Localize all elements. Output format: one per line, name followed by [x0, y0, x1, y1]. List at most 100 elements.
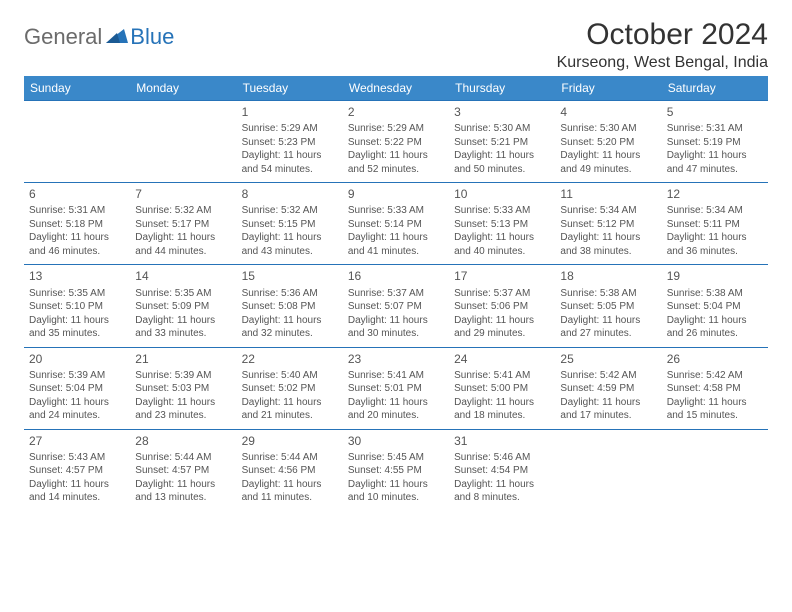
day-number: 31	[454, 433, 550, 449]
day-number: 14	[135, 268, 231, 284]
weekday-header: Monday	[130, 76, 236, 101]
calendar-cell: 12Sunrise: 5:34 AMSunset: 5:11 PMDayligh…	[662, 183, 768, 265]
day-number: 13	[29, 268, 125, 284]
day-number: 16	[348, 268, 444, 284]
day-info: Sunrise: 5:33 AMSunset: 5:14 PMDaylight:…	[348, 204, 444, 258]
day-info: Sunrise: 5:38 AMSunset: 5:05 PMDaylight:…	[560, 287, 656, 341]
calendar-cell: 27 Sunrise: 5:43 AMSunset: 4:57 PMDayligh…	[24, 429, 130, 511]
calendar-cell-empty	[662, 429, 768, 511]
calendar-cell: 26 Sunrise: 5:42 AMSunset: 4:58 PMDayligh…	[662, 347, 768, 429]
calendar-cell: 2Sunrise: 5:29 AMSunset: 5:22 PMDaylight…	[343, 101, 449, 183]
day-info: Sunrise: 5:29 AMSunset: 5:23 PMDaylight:…	[242, 122, 338, 176]
day-number: 4	[560, 104, 656, 120]
calendar-cell: 17Sunrise: 5:37 AMSunset: 5:06 PMDayligh…	[449, 265, 555, 347]
day-number: 3	[454, 104, 550, 120]
calendar-cell: 21Sunrise: 5:39 AMSunset: 5:03 PMDayligh…	[130, 347, 236, 429]
calendar-cell: 30 Sunrise: 5:45 AMSunset: 4:55 PMDayligh…	[343, 429, 449, 511]
month-title: October 2024	[557, 18, 768, 52]
day-info: Sunrise: 5:31 AMSunset: 5:19 PMDaylight:…	[667, 122, 763, 176]
calendar-cell: 14 Sunrise: 5:35 AMSunset: 5:09 PMDayligh…	[130, 265, 236, 347]
calendar-cell: 9Sunrise: 5:33 AMSunset: 5:14 PMDaylight…	[343, 183, 449, 265]
day-number: 28	[135, 433, 231, 449]
day-number: 7	[135, 186, 231, 202]
calendar-cell-empty	[24, 101, 130, 183]
calendar-row: 20Sunrise: 5:39 AMSunset: 5:04 PMDayligh…	[24, 347, 768, 429]
day-info: Sunrise: 5:45 AMSunset: 4:55 PMDaylight:…	[348, 451, 444, 505]
calendar-cell: 1 Sunrise: 5:29 AMSunset: 5:23 PMDaylight…	[237, 101, 343, 183]
logo: General Blue	[24, 18, 174, 50]
day-number: 20	[29, 351, 125, 367]
title-block: October 2024 Kurseong, West Bengal, Indi…	[557, 18, 768, 72]
day-info: Sunrise: 5:31 AMSunset: 5:18 PMDaylight:…	[29, 204, 125, 258]
day-number: 30	[348, 433, 444, 449]
day-info: Sunrise: 5:41 AMSunset: 5:01 PMDaylight:…	[348, 369, 444, 423]
day-number: 15	[242, 268, 338, 284]
calendar-cell: 13 Sunrise: 5:35 AMSunset: 5:10 PMDayligh…	[24, 265, 130, 347]
weekday-header: Sunday	[24, 76, 130, 101]
weekday-header: Saturday	[662, 76, 768, 101]
calendar-cell: 25Sunrise: 5:42 AMSunset: 4:59 PMDayligh…	[555, 347, 661, 429]
weekday-header: Thursday	[449, 76, 555, 101]
header: General Blue October 2024 Kurseong, West…	[24, 18, 768, 72]
calendar-cell: 10 Sunrise: 5:33 AMSunset: 5:13 PMDayligh…	[449, 183, 555, 265]
day-info: Sunrise: 5:34 AMSunset: 5:11 PMDaylight:…	[667, 204, 763, 258]
day-info: Sunrise: 5:33 AMSunset: 5:13 PMDaylight:…	[454, 204, 550, 258]
calendar-cell-empty	[130, 101, 236, 183]
day-info: Sunrise: 5:44 AMSunset: 4:57 PMDaylight:…	[135, 451, 231, 505]
day-info: Sunrise: 5:36 AMSunset: 5:08 PMDaylight:…	[242, 287, 338, 341]
day-info: Sunrise: 5:38 AMSunset: 5:04 PMDaylight:…	[667, 287, 763, 341]
calendar-row: 27 Sunrise: 5:43 AMSunset: 4:57 PMDayligh…	[24, 429, 768, 511]
calendar-cell: 28 Sunrise: 5:44 AMSunset: 4:57 PMDayligh…	[130, 429, 236, 511]
day-number: 22	[242, 351, 338, 367]
day-info: Sunrise: 5:43 AMSunset: 4:57 PMDaylight:…	[29, 451, 125, 505]
logo-text-general: General	[24, 24, 102, 50]
day-number: 21	[135, 351, 231, 367]
day-number: 10	[454, 186, 550, 202]
calendar-cell: 19 Sunrise: 5:38 AMSunset: 5:04 PMDayligh…	[662, 265, 768, 347]
calendar-cell: 3 Sunrise: 5:30 AMSunset: 5:21 PMDaylight…	[449, 101, 555, 183]
calendar-cell: 5 Sunrise: 5:31 AMSunset: 5:19 PMDaylight…	[662, 101, 768, 183]
calendar-row: 6 Sunrise: 5:31 AMSunset: 5:18 PMDaylight…	[24, 183, 768, 265]
weekday-header: Wednesday	[343, 76, 449, 101]
calendar-cell: 18Sunrise: 5:38 AMSunset: 5:05 PMDayligh…	[555, 265, 661, 347]
calendar-cell: 7Sunrise: 5:32 AMSunset: 5:17 PMDaylight…	[130, 183, 236, 265]
calendar-cell: 29Sunrise: 5:44 AMSunset: 4:56 PMDayligh…	[237, 429, 343, 511]
day-info: Sunrise: 5:34 AMSunset: 5:12 PMDaylight:…	[560, 204, 656, 258]
calendar-cell: 31 Sunrise: 5:46 AMSunset: 4:54 PMDayligh…	[449, 429, 555, 511]
day-info: Sunrise: 5:40 AMSunset: 5:02 PMDaylight:…	[242, 369, 338, 423]
day-info: Sunrise: 5:35 AMSunset: 5:10 PMDaylight:…	[29, 287, 125, 341]
day-number: 1	[242, 104, 338, 120]
calendar-row: 13 Sunrise: 5:35 AMSunset: 5:10 PMDayligh…	[24, 265, 768, 347]
day-info: Sunrise: 5:41 AMSunset: 5:00 PMDaylight:…	[454, 369, 550, 423]
weekday-header: Tuesday	[237, 76, 343, 101]
day-info: Sunrise: 5:30 AMSunset: 5:21 PMDaylight:…	[454, 122, 550, 176]
calendar-cell: 22 Sunrise: 5:40 AMSunset: 5:02 PMDayligh…	[237, 347, 343, 429]
day-info: Sunrise: 5:30 AMSunset: 5:20 PMDaylight:…	[560, 122, 656, 176]
day-number: 5	[667, 104, 763, 120]
weekday-header: Friday	[555, 76, 661, 101]
calendar-body: 1 Sunrise: 5:29 AMSunset: 5:23 PMDaylight…	[24, 101, 768, 511]
calendar-cell: 15 Sunrise: 5:36 AMSunset: 5:08 PMDayligh…	[237, 265, 343, 347]
day-info: Sunrise: 5:42 AMSunset: 4:59 PMDaylight:…	[560, 369, 656, 423]
day-number: 27	[29, 433, 125, 449]
day-number: 24	[454, 351, 550, 367]
day-info: Sunrise: 5:44 AMSunset: 4:56 PMDaylight:…	[242, 451, 338, 505]
calendar-cell: 24 Sunrise: 5:41 AMSunset: 5:00 PMDayligh…	[449, 347, 555, 429]
calendar-cell: 11 Sunrise: 5:34 AMSunset: 5:12 PMDayligh…	[555, 183, 661, 265]
day-info: Sunrise: 5:32 AMSunset: 5:15 PMDaylight:…	[242, 204, 338, 258]
calendar-cell: 6 Sunrise: 5:31 AMSunset: 5:18 PMDaylight…	[24, 183, 130, 265]
calendar-table: SundayMondayTuesdayWednesdayThursdayFrid…	[24, 76, 768, 511]
calendar-cell: 4 Sunrise: 5:30 AMSunset: 5:20 PMDaylight…	[555, 101, 661, 183]
day-number: 6	[29, 186, 125, 202]
day-number: 11	[560, 186, 656, 202]
day-info: Sunrise: 5:46 AMSunset: 4:54 PMDaylight:…	[454, 451, 550, 505]
day-number: 8	[242, 186, 338, 202]
day-number: 2	[348, 104, 444, 120]
day-info: Sunrise: 5:35 AMSunset: 5:09 PMDaylight:…	[135, 287, 231, 341]
calendar-head: SundayMondayTuesdayWednesdayThursdayFrid…	[24, 76, 768, 101]
day-number: 19	[667, 268, 763, 284]
day-info: Sunrise: 5:42 AMSunset: 4:58 PMDaylight:…	[667, 369, 763, 423]
calendar-cell: 20Sunrise: 5:39 AMSunset: 5:04 PMDayligh…	[24, 347, 130, 429]
day-info: Sunrise: 5:37 AMSunset: 5:06 PMDaylight:…	[454, 287, 550, 341]
day-number: 26	[667, 351, 763, 367]
